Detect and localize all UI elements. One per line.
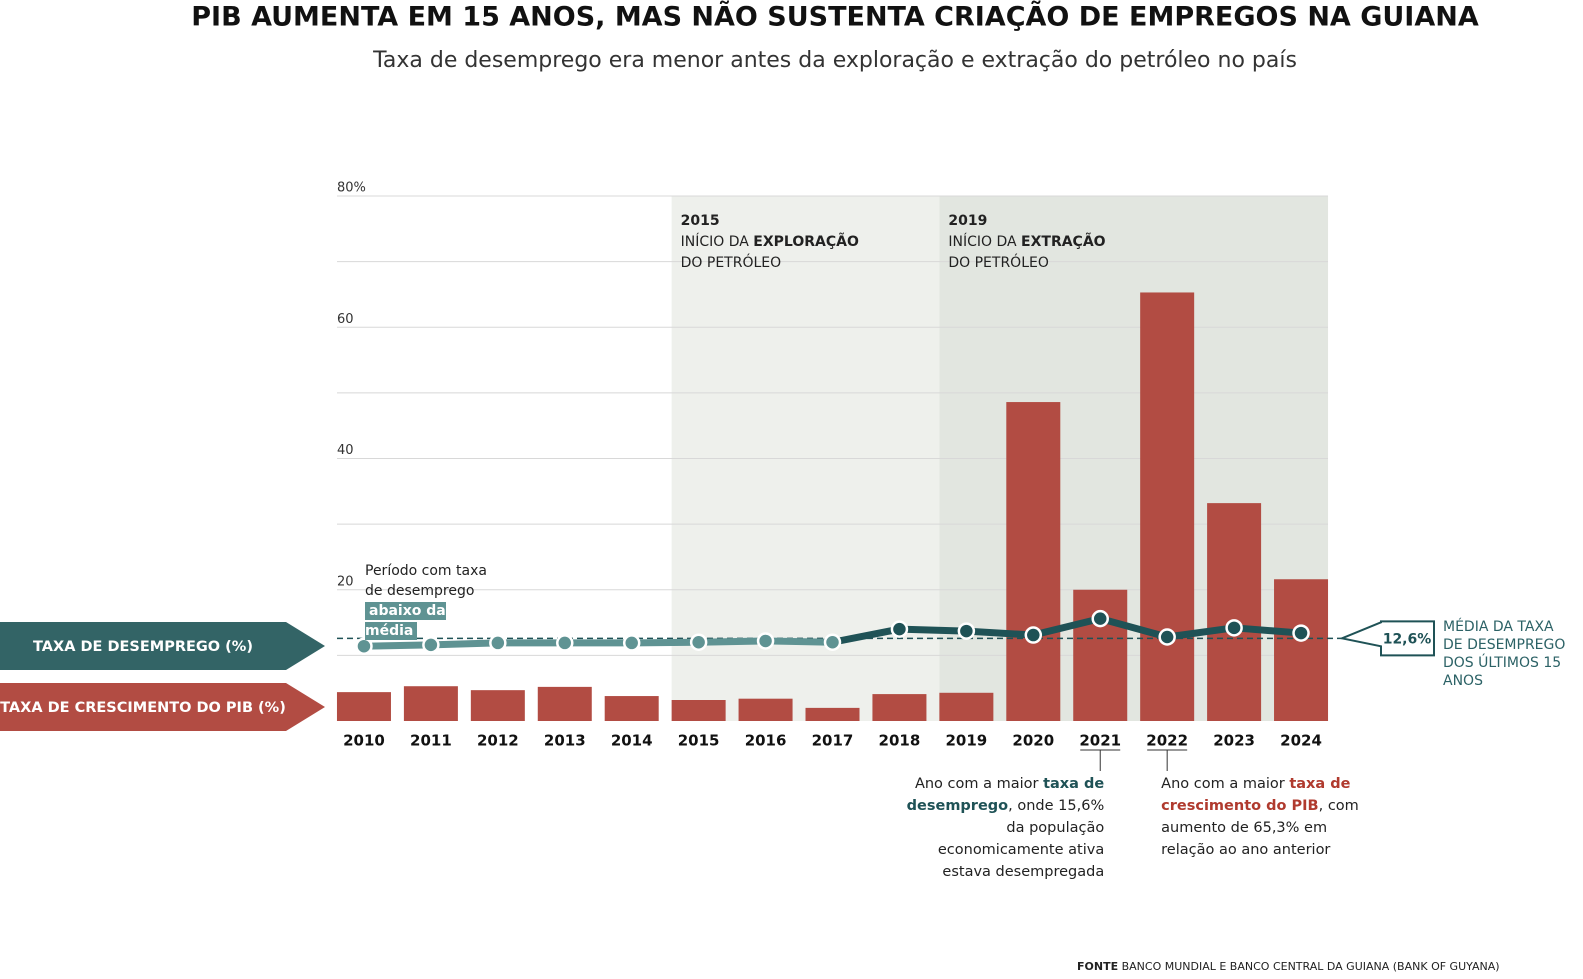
annotation-text: taxa de desemprego (906, 776, 1105, 814)
average-callout (1338, 620, 1435, 657)
period-text: INÍCIO DA (948, 234, 1022, 250)
x-tick-label: 2014 (611, 732, 653, 750)
note-highlight: abaixo da média (365, 602, 446, 640)
annotation-text: , com aumento de 65,3% em relação ao ano… (1161, 798, 1359, 858)
line-point (556, 634, 574, 652)
annotation-text: taxa de crescimento do PIB (1161, 776, 1351, 814)
line-point (1024, 626, 1043, 644)
line-point (355, 637, 373, 655)
line-point (489, 634, 507, 652)
annotation-text: Ano com a maior (914, 776, 1044, 792)
line-point (890, 620, 909, 638)
chart-subtitle: Taxa de desemprego era menor antes da ex… (372, 48, 1297, 73)
bar (1140, 292, 1195, 721)
x-tick-label: 2012 (477, 732, 519, 750)
bar (738, 698, 793, 721)
x-tick-label: 2024 (1280, 732, 1322, 750)
y-tick-label: 80% (337, 181, 366, 196)
period-label: 2015 INÍCIO DA EXPLORAÇÃO DO PETRÓLEO (681, 211, 859, 274)
bar (1006, 402, 1061, 721)
x-tick-label: 2017 (812, 732, 854, 750)
bar (1073, 589, 1128, 721)
bar (939, 692, 994, 721)
period-text: EXTRAÇÃO (1021, 234, 1106, 250)
x-tick-label: 2013 (544, 732, 586, 750)
period-text: EXPLORAÇÃO (753, 234, 859, 250)
x-tick-label: 2010 (343, 732, 385, 750)
annotation-text: Ano com a maior (1161, 776, 1290, 792)
source: FONTE BANCO MUNDIAL E BANCO CENTRAL DA G… (1077, 956, 1500, 977)
period-year: 2019 (948, 213, 988, 229)
bar (872, 694, 927, 721)
line-segment (829, 615, 1305, 646)
line-point (689, 633, 708, 651)
source-text: BANCO MUNDIAL E BANCO CENTRAL DA GUIANA … (1121, 960, 1500, 973)
legend-arrow (0, 683, 325, 731)
annotation: Ano com a maior taxa de crescimento do P… (1161, 773, 1376, 861)
chart-title: PIB AUMENTA EM 15 ANOS, MAS NÃO SUSTENTA… (191, 1, 1479, 33)
bar (1207, 503, 1262, 721)
line-point (622, 634, 641, 652)
note-text: Período com taxa de desemprego (365, 563, 487, 599)
period-text: DO PETRÓLEO (680, 255, 782, 271)
bar (1274, 579, 1329, 721)
legend-label: TAXA DE CRESCIMENTO DO PIB (%) (0, 700, 286, 716)
y-tick-label: 60 (337, 312, 354, 327)
line-segment (360, 637, 836, 650)
x-tick-label: 2020 (1012, 732, 1054, 750)
period-text: INÍCIO DA (680, 234, 754, 250)
line-point (957, 622, 976, 640)
bar (403, 686, 458, 721)
x-tick-label: 2016 (745, 732, 787, 750)
bar (671, 700, 726, 721)
x-tick-label: 2021 (1079, 732, 1121, 750)
x-tick-label: 2015 (678, 732, 720, 750)
line-point (422, 636, 440, 654)
line-point (1158, 628, 1176, 646)
x-tick-label: 2023 (1213, 732, 1255, 750)
bar (537, 686, 592, 721)
source-label: FONTE (1077, 960, 1119, 973)
average-text: MÉDIA DA TAXA DE DESEMPREGO DOS ÚLTIMOS … (1443, 619, 1566, 689)
line-point (756, 632, 775, 650)
x-tick-label: 2022 (1146, 732, 1188, 750)
line-point (1225, 619, 1243, 637)
period-year: 2015 (680, 213, 720, 229)
bar (336, 692, 391, 721)
line-point (1292, 624, 1310, 642)
annotation-text: , onde 15,6% da população economicamente… (937, 798, 1105, 880)
line-point (1091, 609, 1109, 628)
annotation: Ano com a maior taxa de desemprego, onde… (889, 773, 1105, 883)
below-average-note: Período com taxa de desemprego abaixo da… (365, 561, 500, 641)
line-point (823, 633, 842, 651)
x-tick-label: 2011 (410, 732, 452, 750)
average-label: 12,6% (1383, 631, 1432, 647)
bar (604, 696, 659, 721)
period-text: DO PETRÓLEO (948, 255, 1049, 271)
x-tick-label: 2019 (945, 732, 987, 750)
x-tick-label: 2018 (879, 732, 921, 750)
y-tick-label: 40 (337, 443, 354, 458)
legend-label: TAXA DE DESEMPREGO (%) (33, 639, 253, 655)
period-label: 2019 INÍCIO DA EXTRAÇÃO DO PETRÓLEO (948, 211, 1105, 274)
legend-arrow (0, 622, 325, 670)
bar (805, 707, 860, 721)
bar (470, 690, 525, 721)
y-tick-label: 20 (337, 574, 354, 589)
